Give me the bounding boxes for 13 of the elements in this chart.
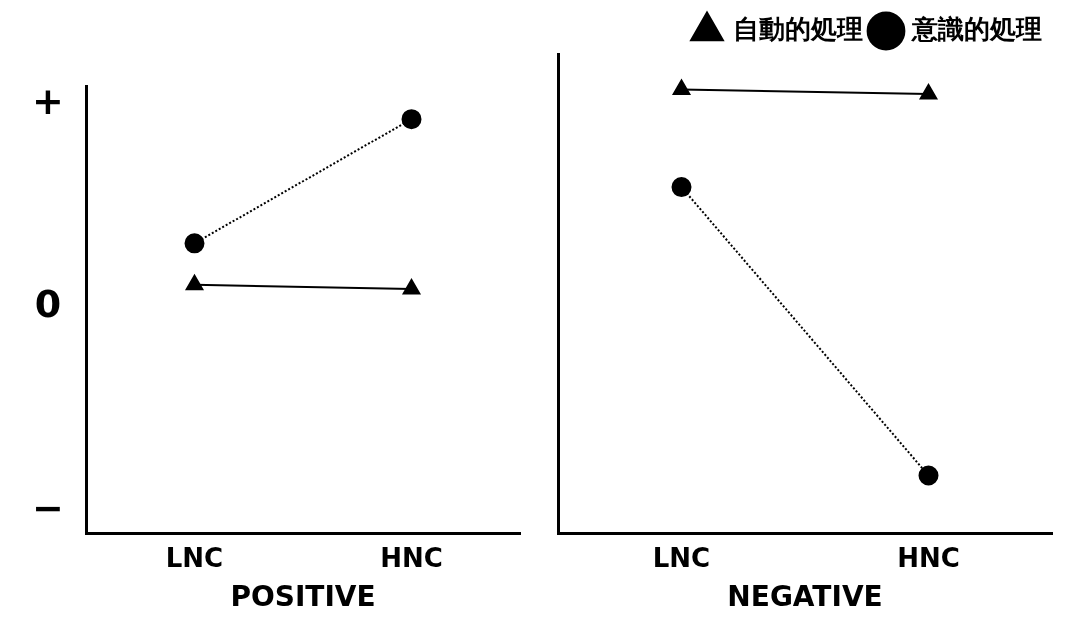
x-tick-label: HNC [380, 542, 443, 573]
x-tick-label: LNC [652, 542, 711, 573]
legend-label: 自動的処理 [733, 13, 863, 44]
x-tick-label: HNC [897, 542, 960, 573]
point [184, 233, 205, 254]
x-axis-title: POSITIVE [230, 580, 376, 614]
text: + [32, 78, 64, 123]
text: − [32, 485, 64, 530]
legend-label: 意識的処理 [911, 13, 1042, 44]
text: 0 [34, 282, 62, 327]
x-axis-title: NEGATIVE [727, 580, 883, 614]
x-tick-label: LNC [165, 542, 224, 573]
point [401, 109, 422, 130]
